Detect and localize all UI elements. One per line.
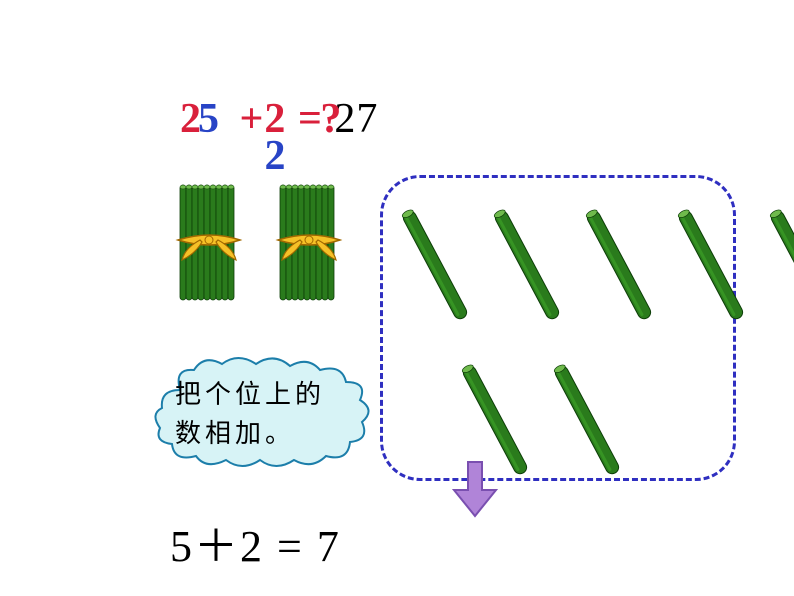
eq-overlay-5: 5	[198, 95, 220, 143]
equation-top: 25 +22 = 27 ?	[180, 95, 378, 143]
stick-icon	[552, 350, 622, 490]
cloud-line1: 把个位上的	[175, 375, 325, 414]
stick-icon	[492, 195, 562, 335]
eq-question: ?	[320, 95, 342, 143]
stick-icon	[676, 195, 746, 335]
bundle-icon	[170, 180, 250, 310]
stick-bundles	[170, 180, 350, 310]
equation-bottom: 5＋2 = 7	[170, 510, 341, 574]
bundle-icon	[270, 180, 350, 310]
stick-icon	[768, 195, 794, 335]
loose-sticks-top	[400, 195, 794, 335]
eq-overlay-2: 2	[264, 132, 286, 180]
arrow-icon	[450, 460, 500, 520]
cloud-line2: 数相加。	[175, 414, 325, 453]
stick-icon	[584, 195, 654, 335]
cloud-text: 把个位上的 数相加。	[175, 375, 325, 453]
stick-icon	[400, 195, 470, 335]
arrow-down	[450, 460, 500, 525]
